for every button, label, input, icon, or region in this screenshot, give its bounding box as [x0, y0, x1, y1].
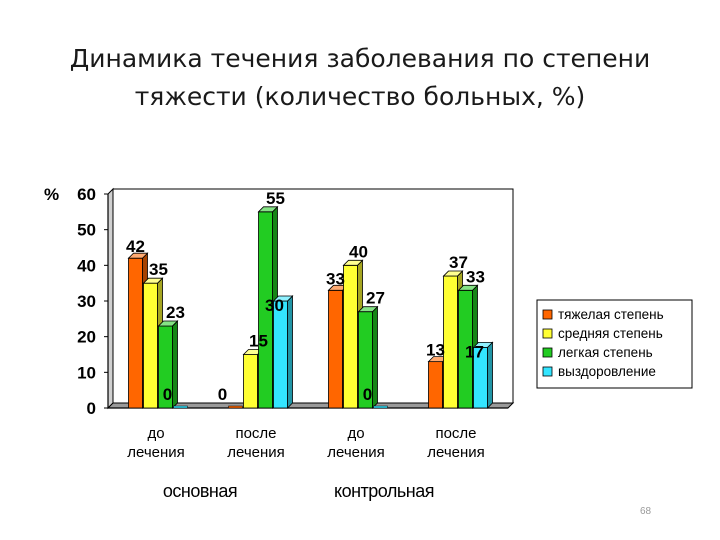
legend-label: тяжелая степень — [558, 307, 664, 322]
data-label: 35 — [149, 260, 168, 279]
y-tick-label: 40 — [77, 256, 96, 275]
x-category-label: лечения — [427, 444, 485, 461]
data-label: 55 — [266, 189, 285, 208]
x-category-label: до — [147, 425, 164, 442]
data-label: 40 — [349, 242, 368, 261]
slide-title: Динамика течения заболевания по степени … — [20, 40, 700, 116]
bar-top — [157, 320, 179, 327]
bar — [173, 405, 188, 409]
bar-side — [487, 341, 493, 409]
x-category-label: после — [435, 425, 476, 442]
bar — [143, 282, 158, 409]
x-category-label: после — [235, 425, 276, 442]
title-line-2: тяжести (количество больных, %) — [134, 82, 586, 111]
data-label: 42 — [126, 237, 145, 256]
bar — [428, 361, 443, 409]
bar-top — [127, 252, 149, 259]
bar — [443, 275, 458, 409]
x-category-label: лечения — [227, 444, 285, 461]
bar-top — [442, 270, 464, 277]
data-label: 23 — [166, 303, 185, 322]
x-category-label: до — [347, 425, 364, 442]
legend-box — [536, 299, 693, 389]
data-label: 0 — [218, 385, 227, 404]
bar — [128, 257, 143, 409]
bar-side — [372, 305, 378, 409]
slide-number: 68 — [640, 506, 652, 517]
data-label: 0 — [363, 385, 372, 404]
bar-top — [457, 284, 479, 291]
data-label: 33 — [466, 267, 485, 286]
data-label: 15 — [249, 332, 268, 351]
bar-top — [357, 306, 379, 313]
data-label: 33 — [326, 269, 345, 288]
y-tick-label: 60 — [77, 185, 96, 204]
group-label: контрольная — [334, 481, 434, 501]
y-tick-label: 20 — [77, 328, 96, 347]
bar-top — [342, 259, 364, 266]
data-label: 37 — [449, 253, 468, 272]
legend-swatch — [542, 347, 553, 358]
side-wall — [107, 187, 114, 410]
data-label: 30 — [265, 296, 284, 315]
bar-top — [272, 295, 294, 302]
bar-top — [142, 277, 164, 284]
data-label: 0 — [163, 385, 172, 404]
bar — [343, 264, 358, 409]
bar — [373, 405, 388, 409]
legend-swatch — [542, 309, 553, 320]
bar-top — [472, 341, 494, 348]
group-label: основная — [163, 481, 237, 501]
x-category-label: лечения — [127, 444, 185, 461]
y-axis-label: % — [44, 185, 59, 204]
bar-side — [172, 320, 178, 409]
bar-top — [257, 206, 279, 213]
legend: тяжелая степень средняя степень легкая сте… — [536, 299, 693, 389]
data-label: 13 — [426, 341, 445, 360]
bar — [273, 300, 288, 409]
y-tick-label: 10 — [77, 363, 96, 382]
legend-label: средняя степень — [558, 326, 663, 341]
legend-swatch — [542, 328, 553, 339]
bar — [328, 289, 343, 409]
label-layer: 4235230долечения0155530послелечения33402… — [126, 189, 485, 501]
bar — [228, 405, 243, 409]
legend-label: легкая степень — [558, 345, 653, 360]
y-tick-label: 0 — [87, 399, 96, 418]
legend-swatch — [542, 366, 553, 377]
bar — [243, 354, 258, 409]
y-tick-label: 30 — [77, 292, 96, 311]
bar-layer — [127, 205, 494, 409]
y-tick-label: 50 — [77, 221, 96, 240]
bar-side — [287, 295, 293, 409]
x-category-label: лечения — [327, 444, 385, 461]
title-line-1: Динамика течения заболевания по степени — [69, 44, 651, 73]
data-label: 27 — [366, 289, 385, 308]
data-label: 17 — [465, 342, 484, 361]
legend-label: выздоровление — [558, 364, 656, 379]
